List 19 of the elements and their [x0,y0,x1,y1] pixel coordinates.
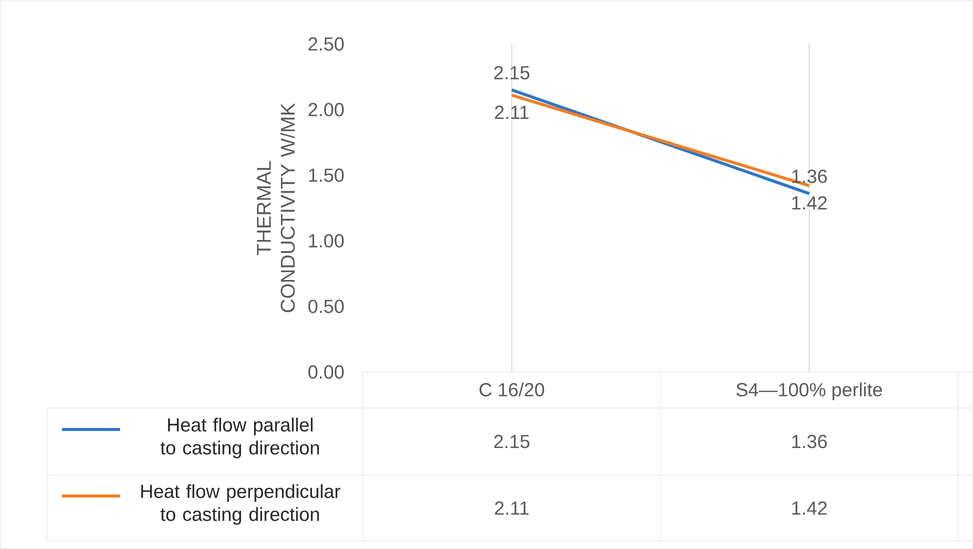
legend-label: Heat flow parallel to casting direction [160,418,319,458]
data-label: 2.11 [494,501,529,515]
y-tick-label: 2.00 [308,102,344,116]
x-tick-label: C 16/20 [480,382,544,396]
annotation: 1.42 [792,196,827,210]
annotation: 2.15 [494,66,530,80]
annotation: 1.36 [792,170,827,184]
x-tick-label: S4—100% perlite [736,382,882,400]
data-label: 2.15 [494,434,530,448]
y-tick-label: 1.00 [309,234,344,248]
legend-label: Heat flow perpendicular to casting direction [141,484,340,525]
y-tick-label: 0.00 [308,365,344,379]
data-label: 1.36 [792,434,827,448]
y-tick-label: 1.50 [309,168,344,182]
y-tick-label: 0.50 [308,300,344,314]
data-label: 1.42 [792,501,827,515]
y-tick-label: 2.50 [308,37,344,51]
y-axis-title: THERMAL CONDUCTIVITY W/MK [257,103,295,312]
annotation: 2.11 [494,106,529,119]
